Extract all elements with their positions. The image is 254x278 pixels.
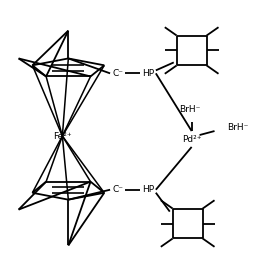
Text: C⁻: C⁻ xyxy=(112,185,123,194)
Text: BrH⁻: BrH⁻ xyxy=(226,123,247,131)
Text: BrH⁻: BrH⁻ xyxy=(178,105,200,114)
Text: C⁻: C⁻ xyxy=(112,69,123,78)
Text: Fe²⁺: Fe²⁺ xyxy=(53,131,71,140)
Text: HP: HP xyxy=(141,69,153,78)
Text: Pd²⁺: Pd²⁺ xyxy=(181,135,201,143)
Text: HP: HP xyxy=(141,185,153,194)
